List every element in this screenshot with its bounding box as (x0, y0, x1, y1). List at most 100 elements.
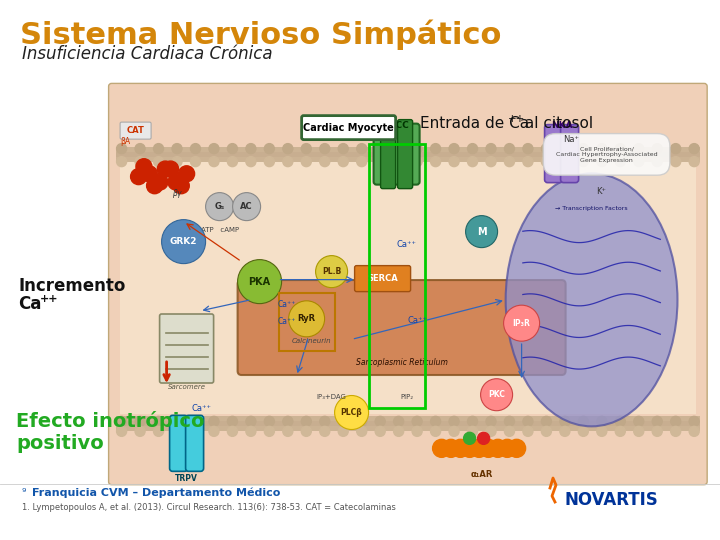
Circle shape (228, 416, 238, 427)
Text: Sarcomere: Sarcomere (168, 384, 206, 390)
Circle shape (461, 440, 479, 457)
Circle shape (246, 416, 256, 427)
Text: βγ: βγ (172, 189, 181, 198)
Text: Ca⁺⁺: Ca⁺⁺ (192, 403, 212, 413)
Circle shape (467, 427, 477, 436)
Circle shape (689, 416, 699, 427)
Circle shape (431, 427, 441, 436)
Text: ++: ++ (508, 113, 525, 124)
Text: Gₛ: Gₛ (215, 202, 225, 211)
Circle shape (671, 427, 680, 436)
Circle shape (560, 416, 570, 427)
Circle shape (449, 416, 459, 427)
Text: CAT: CAT (127, 126, 145, 135)
Circle shape (172, 427, 182, 436)
Circle shape (375, 157, 385, 167)
Circle shape (191, 427, 200, 436)
Circle shape (153, 416, 163, 427)
Circle shape (375, 427, 385, 436)
Circle shape (486, 416, 496, 427)
Circle shape (356, 427, 366, 436)
Text: TRPV: TRPV (175, 474, 198, 483)
Circle shape (466, 215, 498, 248)
Circle shape (578, 144, 588, 153)
Circle shape (523, 427, 533, 436)
Circle shape (320, 157, 330, 167)
FancyBboxPatch shape (109, 83, 707, 485)
Circle shape (394, 416, 404, 427)
Circle shape (135, 144, 145, 153)
FancyBboxPatch shape (160, 314, 214, 383)
FancyBboxPatch shape (355, 266, 410, 292)
Circle shape (652, 416, 662, 427)
Circle shape (191, 157, 200, 167)
Circle shape (523, 416, 533, 427)
Circle shape (634, 427, 644, 436)
Text: PL.B: PL.B (322, 267, 341, 276)
Circle shape (338, 427, 348, 436)
Text: Ca⁺⁺: Ca⁺⁺ (397, 240, 417, 248)
Circle shape (335, 395, 369, 429)
FancyBboxPatch shape (381, 120, 395, 188)
Bar (279, 293, 335, 351)
Circle shape (301, 144, 311, 153)
Circle shape (541, 416, 552, 427)
Circle shape (616, 144, 625, 153)
Circle shape (117, 157, 127, 167)
Text: GRK2: GRK2 (170, 237, 197, 246)
Circle shape (412, 157, 422, 167)
Text: Cardiac Myocyte: Cardiac Myocyte (303, 123, 394, 133)
Circle shape (264, 144, 274, 153)
Circle shape (412, 427, 422, 436)
Circle shape (141, 166, 157, 182)
FancyBboxPatch shape (302, 116, 395, 140)
Circle shape (597, 427, 607, 436)
Circle shape (431, 144, 441, 153)
Circle shape (498, 440, 516, 457)
Circle shape (597, 144, 607, 153)
Text: IP₃+DAG: IP₃+DAG (317, 394, 346, 400)
Text: NKA: NKA (551, 120, 572, 130)
FancyBboxPatch shape (397, 120, 413, 188)
Text: NOVARTIS: NOVARTIS (565, 491, 659, 509)
Circle shape (467, 144, 477, 153)
Circle shape (616, 427, 625, 436)
Circle shape (135, 427, 145, 436)
Circle shape (161, 220, 206, 264)
Text: SERCA: SERCA (367, 274, 398, 283)
Circle shape (560, 427, 570, 436)
Circle shape (338, 416, 348, 427)
Circle shape (153, 157, 163, 167)
Circle shape (449, 427, 459, 436)
Circle shape (209, 157, 219, 167)
Text: IP₃R: IP₃R (513, 319, 531, 328)
Circle shape (283, 416, 293, 427)
Circle shape (246, 427, 256, 436)
Circle shape (394, 157, 404, 167)
Circle shape (174, 178, 189, 194)
Text: Cell Proliferation/
Cardiac Hypertrophy-Associated
Gene Expression: Cell Proliferation/ Cardiac Hypertrophy-… (556, 146, 657, 163)
Circle shape (264, 427, 274, 436)
Text: RyR: RyR (297, 314, 315, 323)
Circle shape (489, 440, 507, 457)
Circle shape (442, 440, 460, 457)
Circle shape (394, 427, 404, 436)
Circle shape (163, 161, 179, 177)
Circle shape (503, 305, 539, 341)
FancyBboxPatch shape (238, 280, 566, 375)
Circle shape (486, 144, 496, 153)
Text: M: M (477, 227, 487, 237)
Circle shape (375, 144, 385, 153)
Circle shape (338, 157, 348, 167)
Bar (116, 152, 700, 157)
Text: AC: AC (240, 202, 253, 211)
Text: Calcineurin: Calcineurin (292, 339, 331, 345)
Circle shape (480, 440, 498, 457)
Text: Na⁺: Na⁺ (564, 135, 580, 144)
Circle shape (541, 157, 552, 167)
Circle shape (464, 433, 476, 444)
Circle shape (375, 416, 385, 427)
Circle shape (671, 157, 680, 167)
Circle shape (209, 144, 219, 153)
Circle shape (179, 166, 194, 182)
